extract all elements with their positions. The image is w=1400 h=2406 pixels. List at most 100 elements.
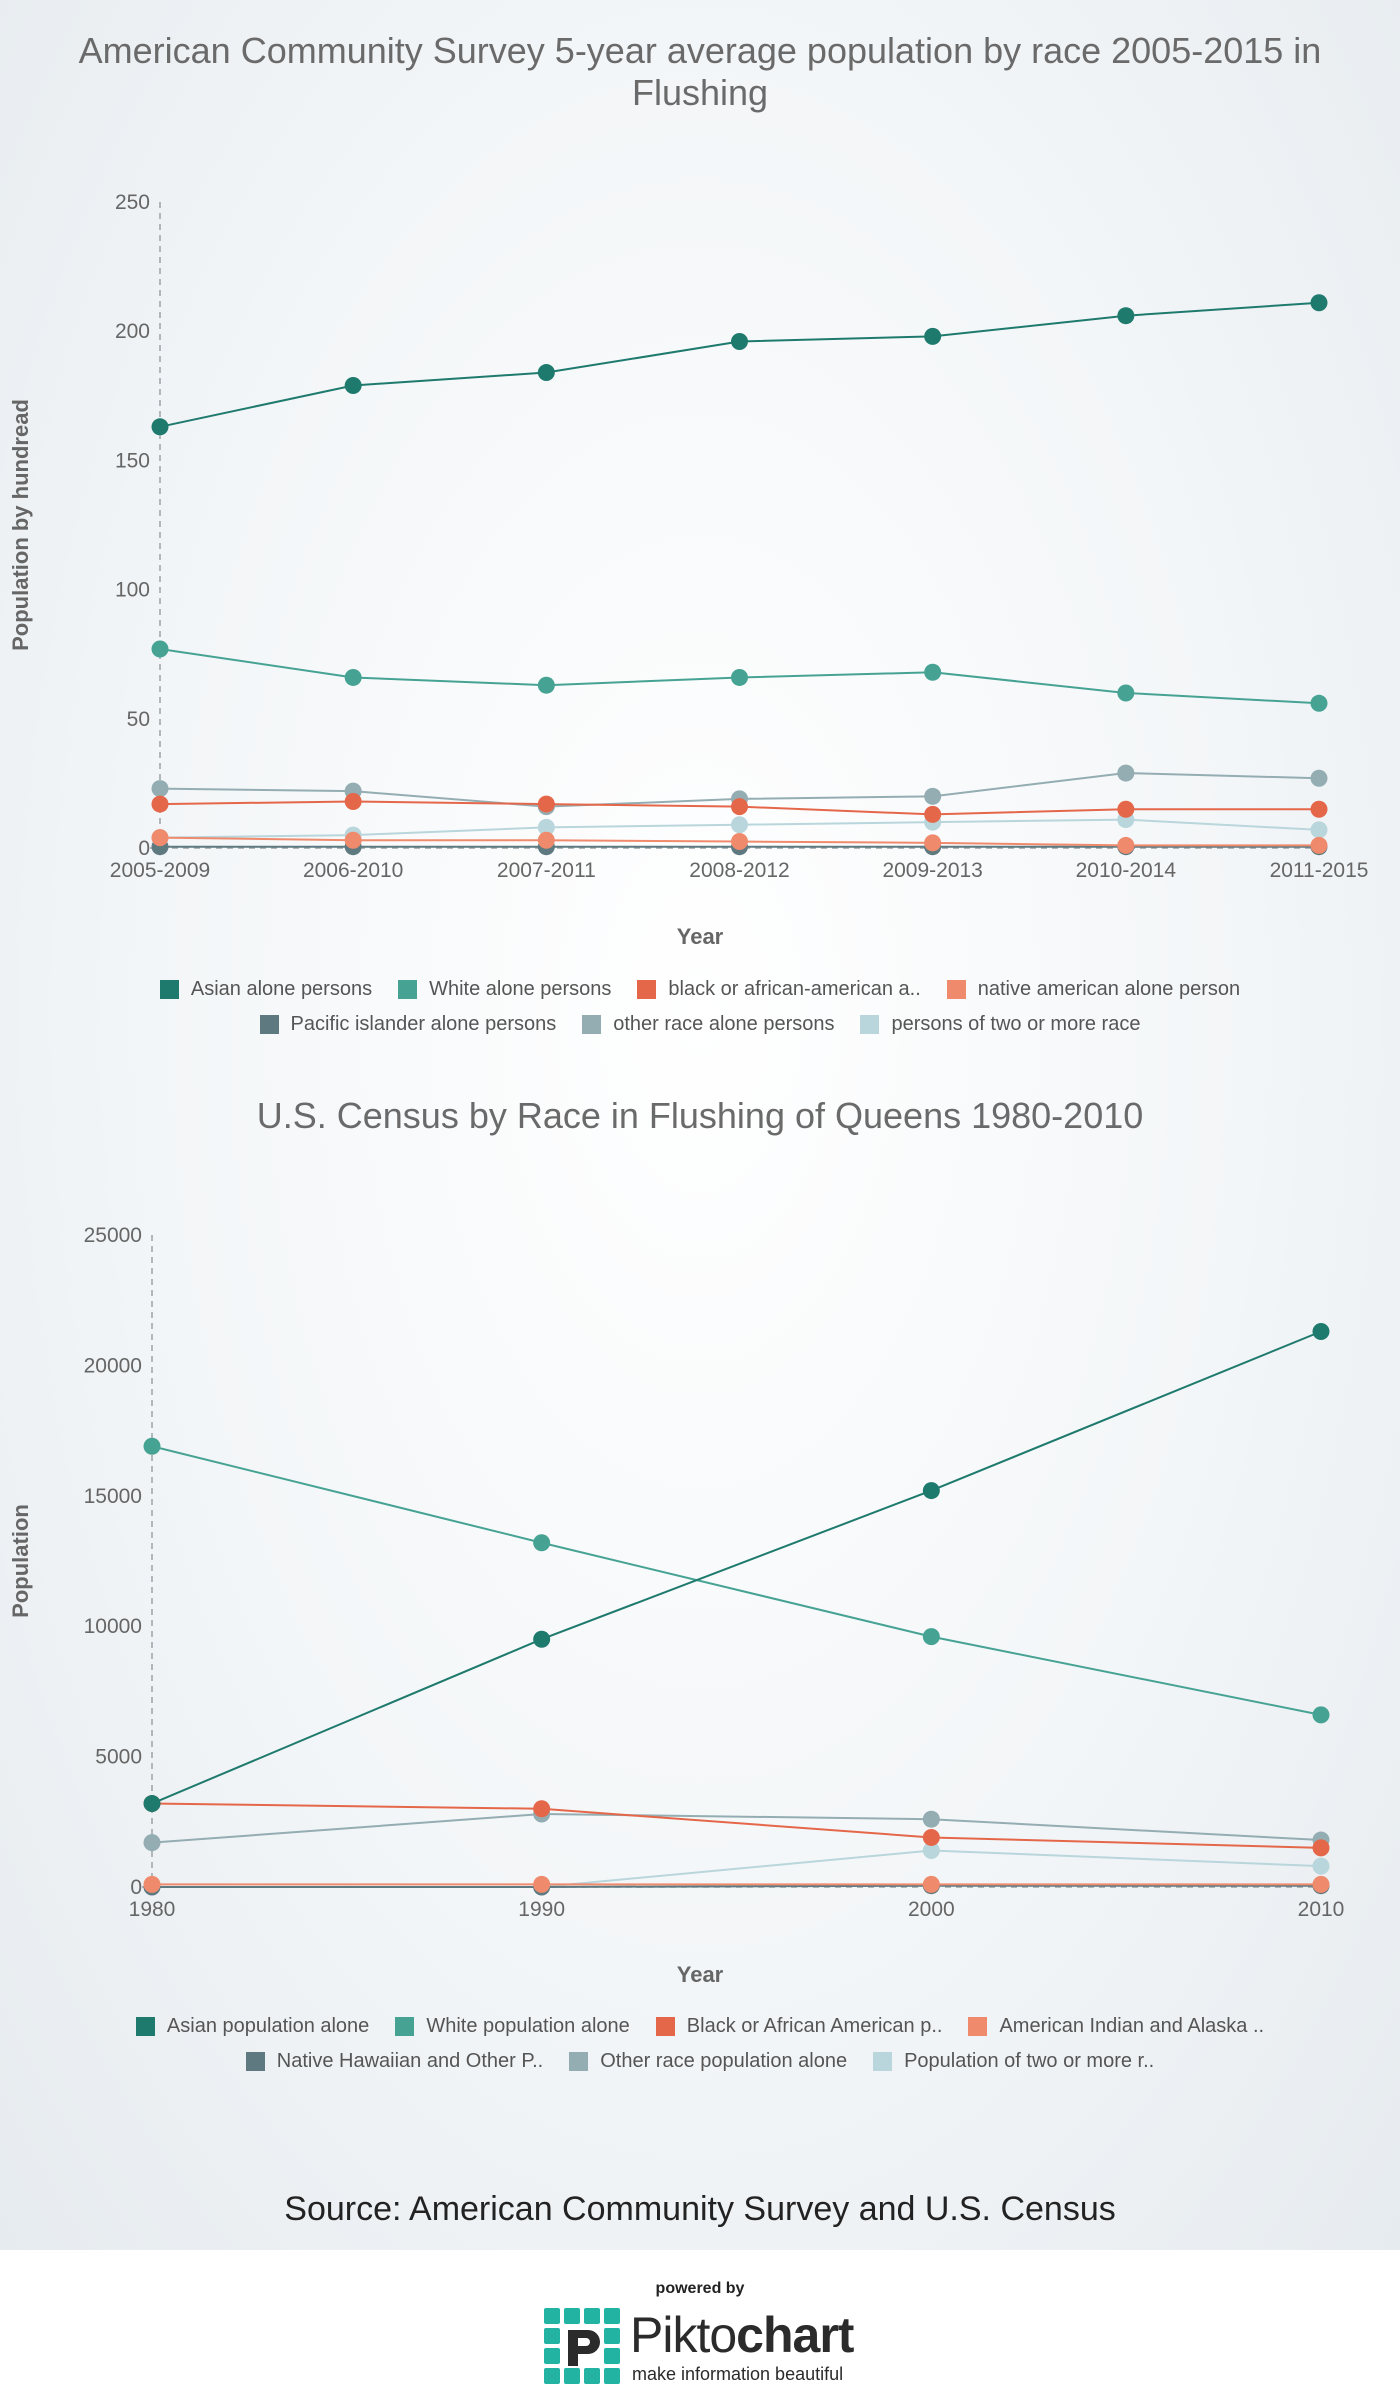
acs-point-asian[interactable] xyxy=(731,333,748,351)
acs-legend-item-black[interactable]: black or african-american a.. xyxy=(637,978,921,1001)
census-legend-label: White population alone xyxy=(426,2015,630,2037)
census-point-two[interactable] xyxy=(922,1841,940,1859)
census-point-asian[interactable] xyxy=(1312,1322,1330,1340)
census-series-pacific xyxy=(143,1877,1330,1896)
acs-legend-label: other race alone persons xyxy=(613,1013,835,1035)
acs-point-white[interactable] xyxy=(1117,684,1135,702)
acs-point-white[interactable] xyxy=(537,676,555,694)
census-legend-item-other[interactable]: Other race population alone xyxy=(569,2050,847,2073)
census-point-black[interactable] xyxy=(922,1828,940,1846)
acs-point-asian[interactable] xyxy=(344,376,362,394)
census-line-asian xyxy=(151,1330,1322,1805)
acs-legend-swatch xyxy=(259,1015,279,1034)
census-legend-item-white[interactable]: White population alone xyxy=(395,2015,630,2038)
acs-point-other[interactable] xyxy=(924,787,942,805)
census-series-asian xyxy=(143,1322,1330,1813)
acs-point-black[interactable] xyxy=(1310,800,1328,818)
piktochart-logo[interactable]: Piktochart make information beautiful xyxy=(542,2306,862,2386)
census-y-axis-title: Population xyxy=(8,1504,33,1618)
acs-point-two[interactable] xyxy=(537,818,555,836)
census-point-white[interactable] xyxy=(143,1437,161,1455)
census-point-asian[interactable] xyxy=(922,1482,940,1500)
census-series-white xyxy=(143,1437,1330,1724)
acs-point-white[interactable] xyxy=(151,640,169,658)
acs-x-tick-label: 2005-2009 xyxy=(110,859,210,882)
census-title-line: U.S. Census by Race in Flushing of Queen… xyxy=(257,1095,1144,1136)
census-legend-item-two[interactable]: Population of two or more r.. xyxy=(873,2050,1154,2073)
census-point-native[interactable] xyxy=(922,1875,940,1893)
census-point-native[interactable] xyxy=(533,1875,551,1893)
census-point-other[interactable] xyxy=(143,1834,161,1852)
acs-point-native[interactable] xyxy=(1310,836,1328,854)
acs-point-other[interactable] xyxy=(1117,764,1135,782)
census-point-other[interactable] xyxy=(922,1810,940,1828)
acs-point-native[interactable] xyxy=(731,833,748,851)
acs-point-black[interactable] xyxy=(1117,800,1135,818)
acs-point-black[interactable] xyxy=(924,805,942,823)
acs-point-native[interactable] xyxy=(344,831,362,849)
wordmark-bold: chart xyxy=(736,2307,854,2363)
census-legend-item-asian[interactable]: Asian population alone xyxy=(135,2015,369,2038)
acs-legend-item-native[interactable]: native american alone person xyxy=(946,978,1241,1001)
acs-point-native[interactable] xyxy=(924,834,942,852)
acs-legend-item-asian[interactable]: Asian alone persons xyxy=(159,978,372,1001)
census-point-white[interactable] xyxy=(1312,1706,1330,1724)
acs-point-asian[interactable] xyxy=(151,418,169,436)
acs-legend-label: White alone persons xyxy=(429,978,612,1000)
acs-line-asian xyxy=(159,301,1320,428)
acs-point-asian[interactable] xyxy=(1117,307,1135,325)
census-line-chart: U.S. Census by Race in Flushing of Queen… xyxy=(0,1060,1400,2130)
census-point-asian[interactable] xyxy=(533,1630,551,1648)
acs-x-tick-label: 2007-2011 xyxy=(497,859,596,882)
census-y-tick-label: 15000 xyxy=(84,1485,142,1508)
census-x-tick-label: 2010 xyxy=(1298,1898,1345,1921)
census-point-black[interactable] xyxy=(533,1800,551,1818)
census-legend-item-pacific[interactable]: Native Hawaiian and Other P.. xyxy=(245,2050,543,2073)
acs-x-tick-label: 2011-2015 xyxy=(1270,859,1369,882)
census-legend-item-black[interactable]: Black or African American p.. xyxy=(655,2015,942,2038)
acs-point-native[interactable] xyxy=(151,829,169,847)
piktochart-footer: powered by Piktochart make information b… xyxy=(0,2250,1400,2406)
acs-legend-item-white[interactable]: White alone persons xyxy=(398,978,611,1001)
acs-point-black[interactable] xyxy=(731,798,748,816)
acs-point-asian[interactable] xyxy=(537,364,555,382)
acs-point-two[interactable] xyxy=(1310,821,1328,839)
acs-legend-item-two[interactable]: persons of two or more race xyxy=(860,1013,1140,1036)
census-line-pacific xyxy=(152,1884,1321,1888)
acs-point-black[interactable] xyxy=(151,795,169,813)
acs-legend-item-pacific[interactable]: Pacific islander alone persons xyxy=(259,1013,556,1036)
acs-series-asian xyxy=(151,294,1328,436)
census-point-white[interactable] xyxy=(922,1628,940,1646)
acs-point-black[interactable] xyxy=(344,792,362,810)
acs-y-axis-title: Population by hundread xyxy=(8,399,33,651)
acs-legend-label: native american alone person xyxy=(977,978,1241,1000)
acs-point-white[interactable] xyxy=(344,668,362,686)
acs-point-black[interactable] xyxy=(537,795,555,813)
acs-point-two[interactable] xyxy=(731,816,748,834)
census-point-black[interactable] xyxy=(1312,1839,1330,1857)
acs-point-asian[interactable] xyxy=(924,327,942,345)
census-y-tick-label: 20000 xyxy=(84,1354,142,1377)
census-point-native[interactable] xyxy=(143,1875,161,1893)
acs-legend-item-other[interactable]: other race alone persons xyxy=(582,1013,834,1036)
census-point-two[interactable] xyxy=(1312,1857,1330,1875)
acs-legend-swatch xyxy=(582,1015,602,1034)
acs-point-other[interactable] xyxy=(1310,769,1328,787)
acs-x-axis-title: Year xyxy=(677,924,724,949)
acs-point-native[interactable] xyxy=(537,831,555,849)
acs-y-tick-label: 100 xyxy=(115,579,150,602)
acs-point-white[interactable] xyxy=(731,668,748,686)
acs-y-tick-label: 50 xyxy=(127,708,150,731)
acs-point-other[interactable] xyxy=(151,780,169,798)
acs-title-line: Flushing xyxy=(632,72,768,113)
acs-point-native[interactable] xyxy=(1117,836,1135,854)
acs-point-white[interactable] xyxy=(1310,694,1328,712)
acs-series-white xyxy=(151,640,1328,712)
census-legend-item-native[interactable]: American Indian and Alaska .. xyxy=(968,2015,1264,2038)
acs-point-white[interactable] xyxy=(924,663,942,681)
acs-point-asian[interactable] xyxy=(1310,294,1328,312)
acs-legend-swatch xyxy=(398,980,418,999)
census-point-asian[interactable] xyxy=(143,1795,161,1813)
census-point-native[interactable] xyxy=(1312,1875,1330,1893)
census-point-white[interactable] xyxy=(533,1534,551,1552)
